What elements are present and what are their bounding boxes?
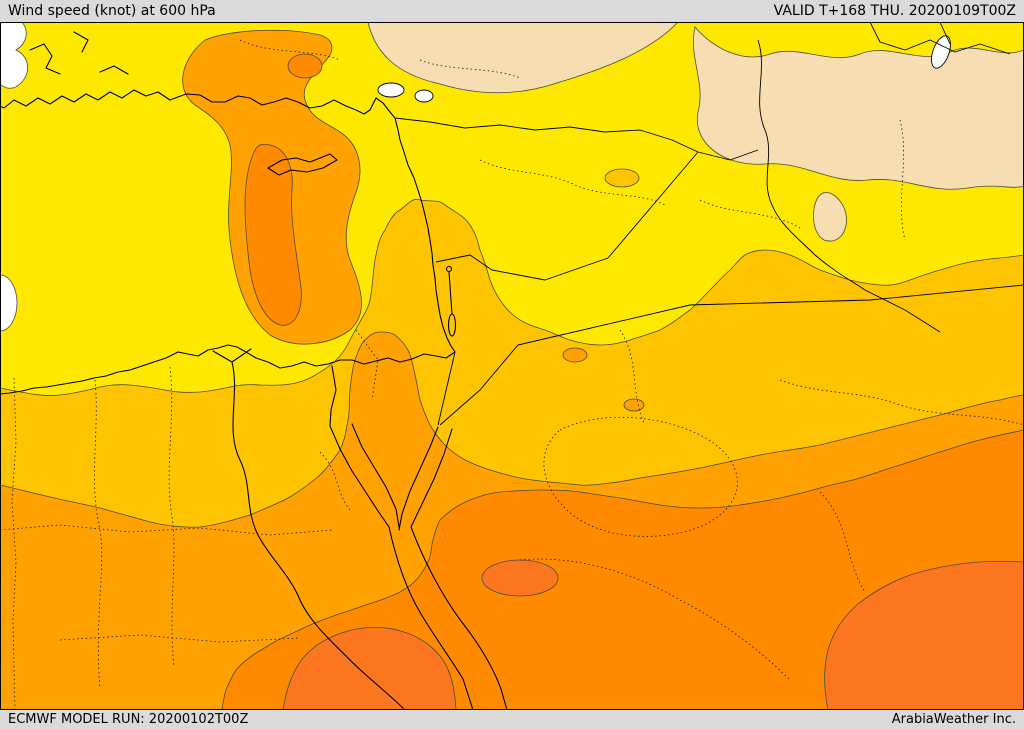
border-dotted-admin: [819, 491, 866, 593]
border-saudi-iraq: [517, 284, 1024, 346]
coastline-mediterranean-levant-egypt: [0, 93, 456, 395]
brand-label: ArabiaWeather Inc.: [891, 712, 1016, 727]
red-sea-west-shore: [388, 526, 474, 710]
border-dotted-egypt-libya: [11, 377, 17, 710]
contour-band-tan-small-blob: [813, 192, 847, 242]
coastline-aegean-islands: [29, 31, 129, 75]
gulf-of-suez-east-shore: [351, 423, 400, 528]
border-dotted-admin: [479, 159, 666, 206]
red-sea-east-shore: [410, 526, 508, 710]
contour-band-red-orange-southeast: [824, 560, 1024, 710]
contour-band-white-west-edge: [0, 274, 18, 332]
border-iran-west: [757, 39, 941, 333]
contour-band-red-orange-south-center: [282, 626, 457, 710]
contour-band-tan-northeast: [692, 26, 1024, 190]
border-turkey-iraq: [697, 149, 759, 161]
island-cyprus: [267, 153, 338, 176]
footer-bar: ECMWF MODEL RUN: 20200102T00Z ArabiaWeat…: [0, 710, 1024, 729]
nile-river: [231, 361, 406, 710]
contour-band-deep-orange-turkey-spot: [287, 53, 323, 79]
gulf-of-aqaba-west-shore: [398, 426, 439, 531]
jordan-river: [448, 271, 453, 315]
contour-band-orange-spot: [623, 398, 645, 412]
dead-sea: [447, 313, 457, 337]
lake-icon: [414, 89, 434, 103]
border-israel-egypt: [437, 351, 456, 426]
lake-icon: [377, 82, 405, 98]
border-caucasus-lines: [869, 22, 1011, 55]
border-jordan-saudi: [439, 344, 519, 426]
border-turkey-syria: [394, 117, 699, 153]
border-dotted-admin: [94, 379, 103, 689]
contour-band-white-northwest: [0, 22, 29, 89]
border-syria-jordan: [435, 254, 609, 281]
wind-speed-contour-map: [0, 22, 1024, 710]
model-run-label: ECMWF MODEL RUN: 20200102T00Z: [8, 712, 249, 727]
contour-band-orange-spot: [562, 347, 588, 363]
contour-band-red-orange-spot: [481, 559, 559, 597]
border-dotted-admin: [319, 451, 351, 511]
border-dotted-admin: [899, 119, 906, 241]
border-dotted-admin: [239, 39, 521, 79]
nile-delta-branches: [212, 348, 252, 363]
map-title: Wind speed (knot) at 600 hPa: [8, 3, 216, 19]
border-dotted-admin: [59, 634, 301, 643]
gulf-of-suez-west-shore: [329, 425, 390, 528]
sea-of-galilee: [445, 265, 453, 273]
contour-band-tan-north-strip: [367, 22, 679, 94]
contour-band-gold-spot-north: [604, 168, 640, 188]
border-syria-iraq: [607, 151, 699, 259]
border-dotted-admin: [699, 199, 801, 229]
border-dotted-admin: [543, 416, 738, 537]
valid-time-label: VALID T+168 THU. 20200109T00Z: [773, 3, 1016, 19]
header-bar: Wind speed (knot) at 600 hPa VALID T+168…: [0, 0, 1024, 22]
map-area: [0, 22, 1024, 710]
suez-canal: [329, 365, 337, 427]
coastline-anatolia-aegean: [0, 89, 171, 109]
gulf-of-aqaba-east-shore: [410, 428, 453, 528]
contour-band-deep-orange-cyprus-core: [244, 143, 302, 326]
